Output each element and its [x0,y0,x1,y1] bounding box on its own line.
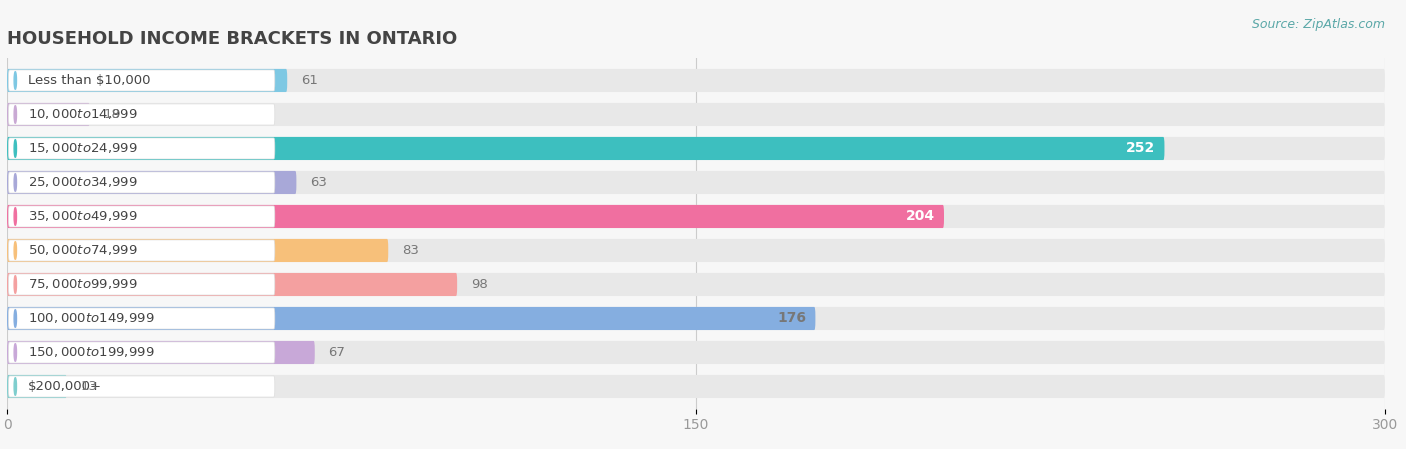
FancyBboxPatch shape [8,138,274,159]
Text: $25,000 to $34,999: $25,000 to $34,999 [28,176,138,189]
Text: 13: 13 [80,380,97,393]
FancyBboxPatch shape [8,376,274,397]
FancyBboxPatch shape [8,206,274,227]
FancyBboxPatch shape [7,273,1385,296]
FancyBboxPatch shape [7,171,297,194]
Text: $100,000 to $149,999: $100,000 to $149,999 [28,312,155,326]
Text: 252: 252 [1126,141,1156,155]
FancyBboxPatch shape [8,240,274,261]
Circle shape [14,378,17,395]
FancyBboxPatch shape [7,307,815,330]
FancyBboxPatch shape [7,205,1385,228]
Circle shape [14,276,17,293]
Text: Less than $10,000: Less than $10,000 [28,74,150,87]
Text: 98: 98 [471,278,488,291]
Circle shape [14,208,17,225]
FancyBboxPatch shape [7,239,388,262]
FancyBboxPatch shape [7,307,1385,330]
Text: Source: ZipAtlas.com: Source: ZipAtlas.com [1251,18,1385,31]
Text: 204: 204 [905,210,935,224]
Text: $200,000+: $200,000+ [28,380,101,393]
FancyBboxPatch shape [7,375,66,398]
FancyBboxPatch shape [7,103,1385,126]
FancyBboxPatch shape [7,205,943,228]
FancyBboxPatch shape [7,341,315,364]
Text: HOUSEHOLD INCOME BRACKETS IN ONTARIO: HOUSEHOLD INCOME BRACKETS IN ONTARIO [7,31,457,48]
FancyBboxPatch shape [8,274,274,295]
Text: $75,000 to $99,999: $75,000 to $99,999 [28,277,138,291]
Circle shape [14,72,17,89]
FancyBboxPatch shape [8,342,274,363]
Text: 67: 67 [329,346,346,359]
FancyBboxPatch shape [8,104,274,125]
Text: 63: 63 [311,176,328,189]
Text: $150,000 to $199,999: $150,000 to $199,999 [28,345,155,360]
FancyBboxPatch shape [8,70,274,91]
Text: $35,000 to $49,999: $35,000 to $49,999 [28,210,138,224]
Circle shape [14,106,17,123]
FancyBboxPatch shape [7,69,1385,92]
Circle shape [14,140,17,157]
FancyBboxPatch shape [7,69,287,92]
FancyBboxPatch shape [7,171,1385,194]
Text: 83: 83 [402,244,419,257]
FancyBboxPatch shape [7,341,1385,364]
Text: 176: 176 [778,312,806,326]
Circle shape [14,174,17,191]
FancyBboxPatch shape [8,308,274,329]
Text: $10,000 to $14,999: $10,000 to $14,999 [28,107,138,122]
FancyBboxPatch shape [8,172,274,193]
FancyBboxPatch shape [7,103,90,126]
FancyBboxPatch shape [7,239,1385,262]
FancyBboxPatch shape [7,273,457,296]
FancyBboxPatch shape [7,137,1385,160]
Text: $50,000 to $74,999: $50,000 to $74,999 [28,243,138,257]
FancyBboxPatch shape [7,137,1164,160]
Text: $15,000 to $24,999: $15,000 to $24,999 [28,141,138,155]
Text: 18: 18 [104,108,121,121]
Circle shape [14,343,17,361]
Circle shape [14,242,17,259]
Text: 61: 61 [301,74,318,87]
FancyBboxPatch shape [7,375,1385,398]
Circle shape [14,310,17,327]
